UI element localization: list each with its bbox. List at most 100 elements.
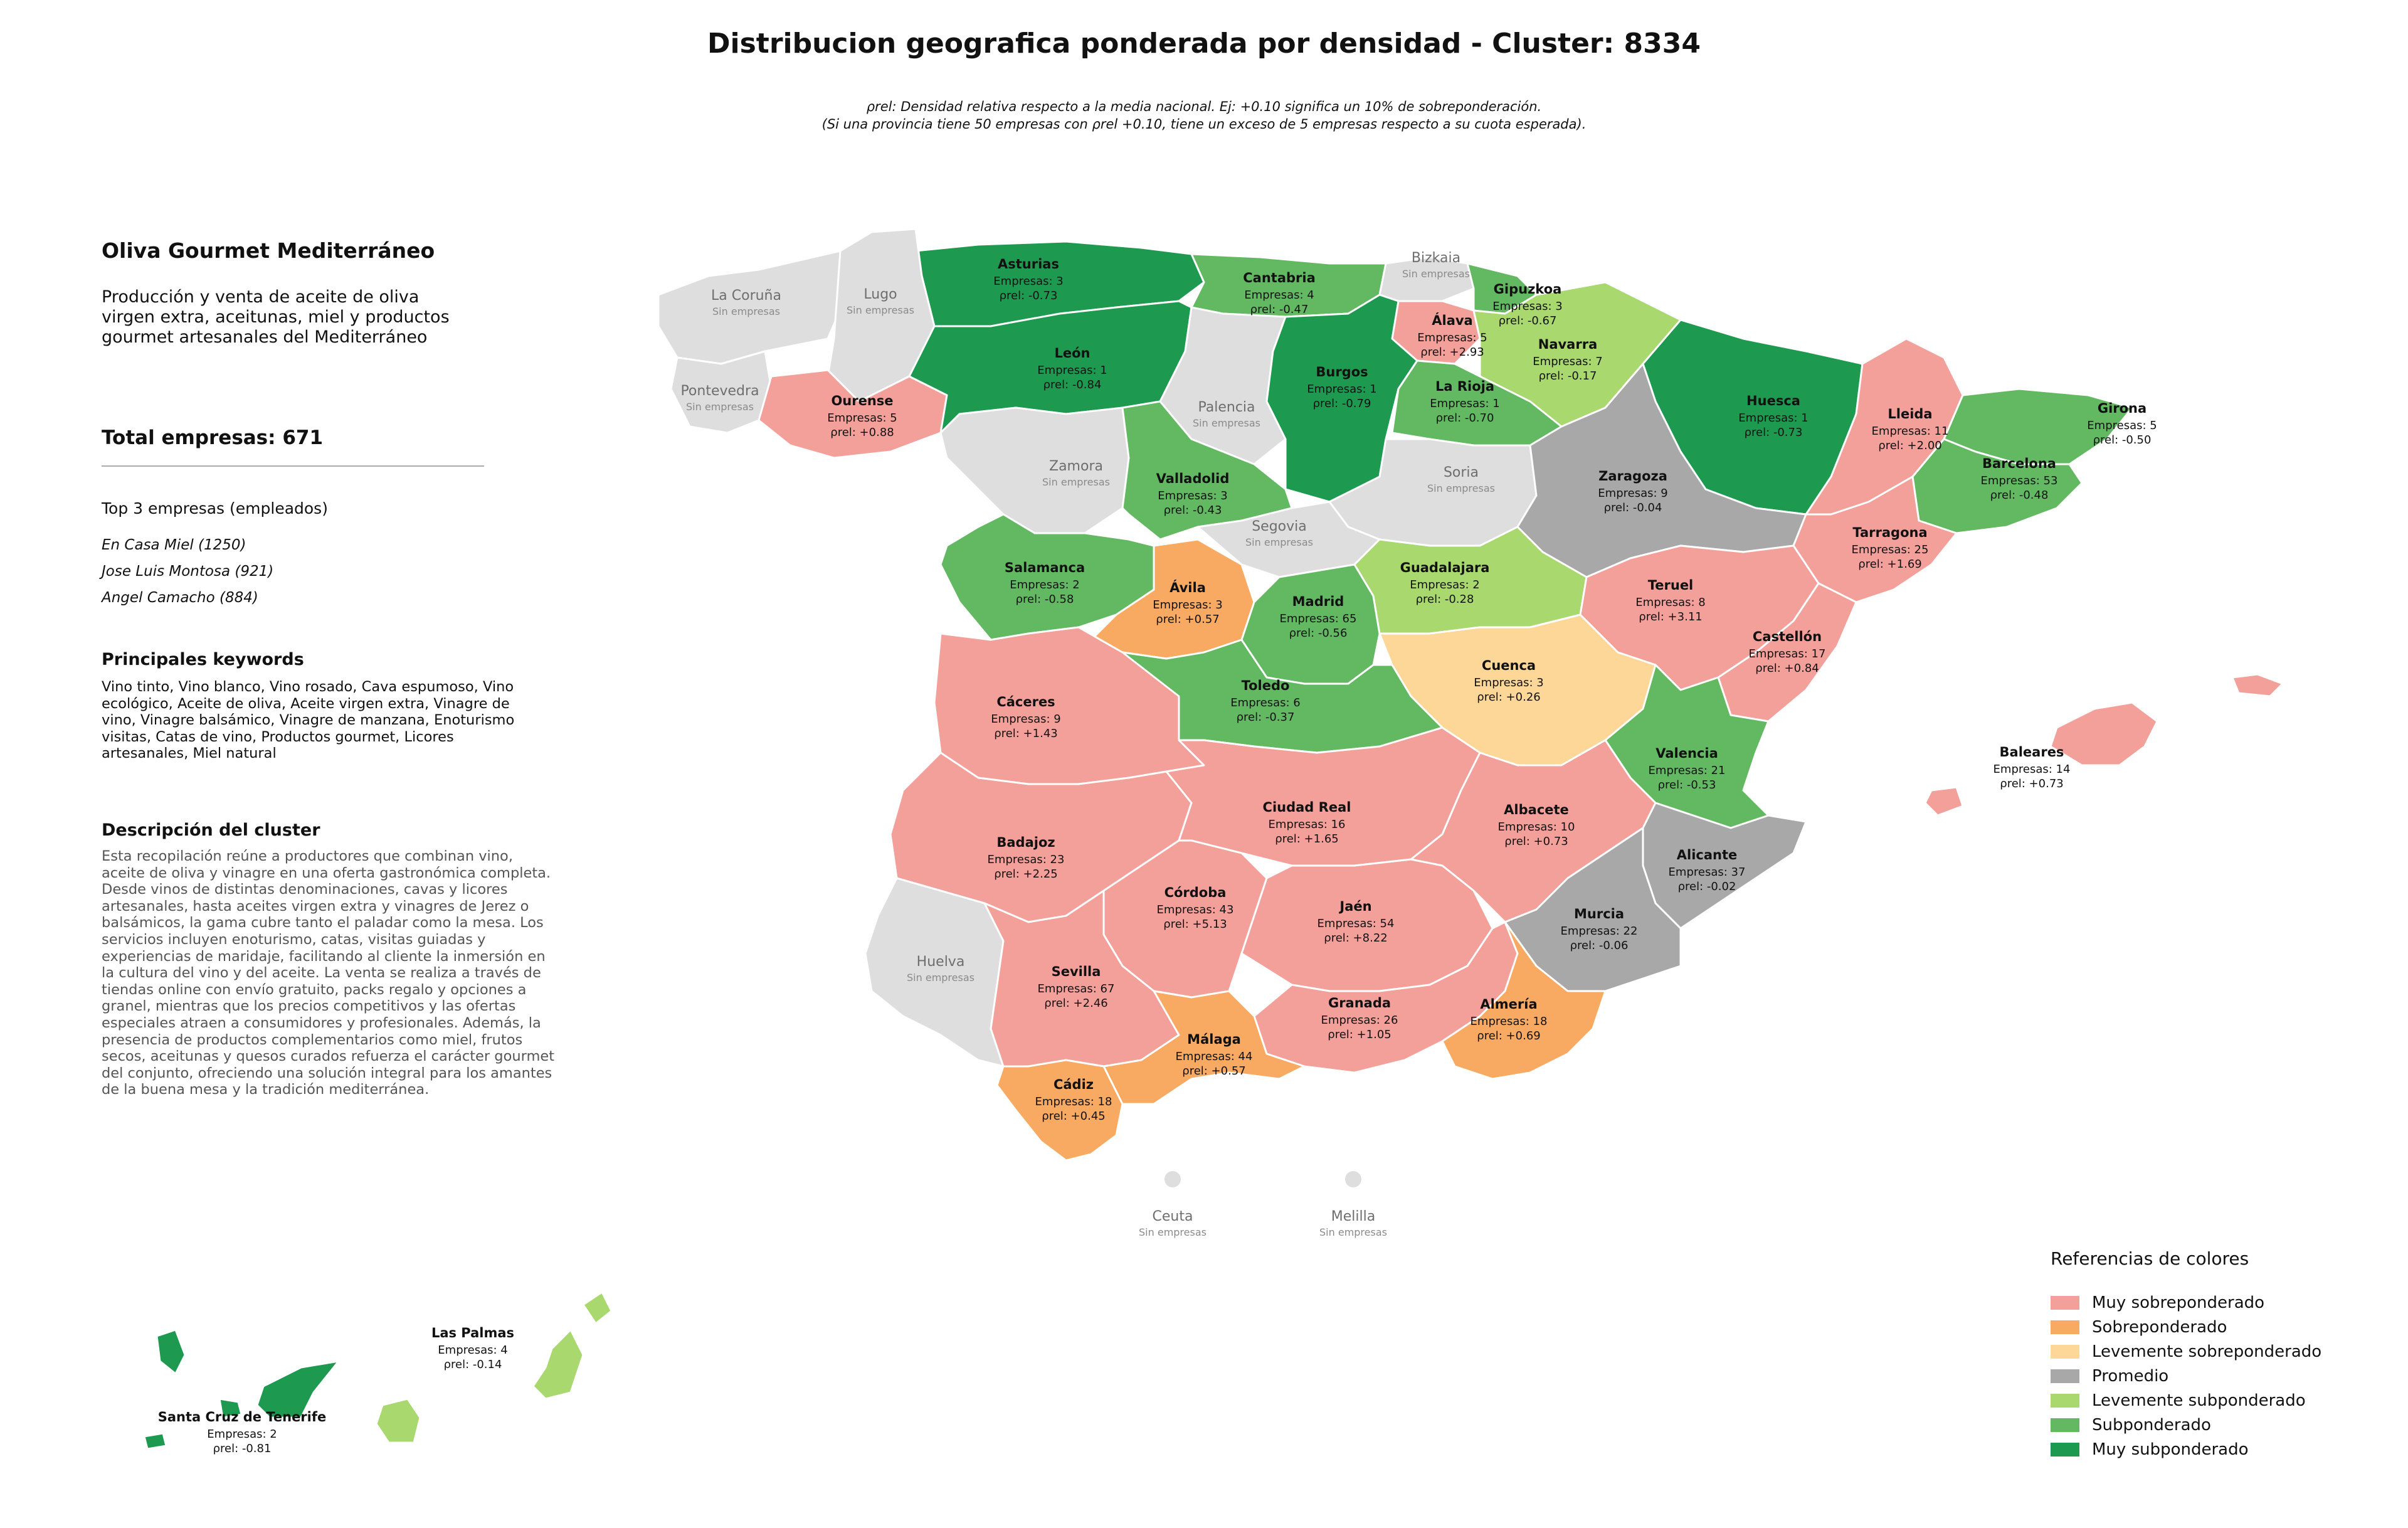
top-company-1: En Casa Miel (1250)	[102, 537, 246, 553]
province-rho: ρrel: -0.70	[1436, 411, 1494, 425]
province-count: Empresas: 9	[991, 713, 1060, 726]
top3-title: Top 3 empresas (empleados)	[102, 499, 328, 517]
province-la-coruna	[657, 250, 848, 365]
province-label: Segovia	[1252, 519, 1307, 534]
legend-title: Referencias de colores	[2051, 1248, 2249, 1269]
province-rho: ρrel: +0.45	[1042, 1110, 1105, 1123]
province-count: Empresas: 3	[993, 275, 1063, 288]
province-count: Empresas: 16	[1269, 818, 1346, 831]
no-data-label: Sin empresas	[847, 304, 914, 316]
province-count: Empresas: 1	[1037, 364, 1107, 377]
description-title: Descripción del cluster	[102, 820, 320, 840]
province-rho: ρrel: +0.69	[1477, 1029, 1540, 1043]
province-melilla	[1345, 1171, 1361, 1187]
province-count: Empresas: 8	[1635, 596, 1705, 609]
province-label: Bizkaia	[1412, 250, 1460, 266]
province-count: Empresas: 22	[1561, 925, 1638, 938]
province-count: Empresas: 37	[1669, 866, 1746, 879]
province-label: Barcelona	[1982, 456, 2056, 471]
province-count: Empresas: 9	[1598, 487, 1667, 500]
no-data-label: Sin empresas	[1319, 1226, 1387, 1238]
province-rho: ρrel: +1.69	[1858, 558, 1921, 571]
province-rho: ρrel: +2.93	[1420, 346, 1484, 359]
legend-item: Subponderado	[2051, 1413, 2321, 1437]
no-data-label: Sin empresas	[1139, 1226, 1207, 1238]
province-label: Navarra	[1538, 337, 1598, 352]
province-label: Ciudad Real	[1263, 800, 1351, 815]
province-label: Baleares	[2000, 745, 2064, 760]
color-legend: Referencias de colores Muy sobreponderad…	[2051, 1248, 2321, 1462]
no-data-label: Sin empresas	[907, 972, 974, 984]
legend-label: Muy subponderado	[2092, 1440, 2249, 1459]
province-label: Cáceres	[996, 694, 1055, 709]
province-rho: ρrel: +5.13	[1163, 918, 1227, 931]
keywords-title: Principales keywords	[102, 650, 304, 669]
legend-swatch	[2051, 1344, 2079, 1359]
province-count: Empresas: 26	[1321, 1014, 1398, 1027]
province-count: Empresas: 3	[1474, 676, 1543, 689]
province-palencia	[1159, 306, 1287, 465]
province-count: Empresas: 65	[1280, 612, 1357, 625]
province-count: Empresas: 10	[1498, 820, 1575, 834]
province-label: Valencia	[1656, 746, 1718, 761]
no-data-label: Sin empresas	[686, 401, 754, 413]
province-label: Cádiz	[1054, 1077, 1094, 1092]
province-rho: ρrel: +2.25	[994, 867, 1057, 881]
legend-item: Muy subponderado	[2051, 1437, 2321, 1462]
province-count: Empresas: 5	[827, 411, 897, 425]
province-rho: ρrel: -0.56	[1289, 627, 1348, 640]
province-rho: ρrel: -0.28	[1416, 593, 1474, 606]
province-rho: ρrel: +0.73	[1504, 835, 1568, 848]
keywords-text: Vino tinto, Vino blanco, Vino rosado, Ca…	[102, 679, 515, 761]
province-label: Toledo	[1242, 678, 1290, 693]
province-label: Cuenca	[1482, 658, 1536, 673]
province-rho: ρrel: -0.48	[1990, 489, 2049, 502]
province-count: Empresas: 18	[1035, 1095, 1112, 1108]
legend-label: Promedio	[2092, 1366, 2169, 1386]
province-rho: ρrel: -0.02	[1678, 880, 1736, 893]
legend-swatch	[2051, 1442, 2079, 1456]
province-count: Empresas: 2	[207, 1428, 277, 1441]
province-label: La Coruña	[711, 288, 781, 304]
province-label: Sevilla	[1052, 964, 1101, 979]
province-label: Girona	[2098, 401, 2147, 416]
province-label: Albacete	[1504, 802, 1569, 817]
legend-swatch	[2051, 1393, 2079, 1408]
province-label: Las Palmas	[431, 1325, 514, 1340]
province-count: Empresas: 53	[1981, 474, 2058, 487]
province-count: Empresas: 54	[1318, 917, 1395, 930]
province-label: Álava	[1432, 312, 1472, 328]
province-label: La Rioja	[1435, 379, 1494, 394]
province-ceuta	[1164, 1171, 1181, 1187]
province-label: Murcia	[1574, 906, 1624, 921]
province-almeria	[1441, 921, 1607, 1080]
province-label: Alicante	[1677, 847, 1738, 862]
province-rho: ρrel: -0.17	[1539, 369, 1597, 383]
province-label: Teruel	[1648, 578, 1694, 593]
province-rho: ρrel: -0.47	[1250, 303, 1309, 316]
province-label: Huelva	[917, 954, 965, 970]
province-malaga	[1102, 990, 1306, 1105]
no-data-label: Sin empresas	[712, 305, 780, 317]
province-count: Empresas: 2	[1010, 578, 1079, 592]
chart-title: Distribucion geografica ponderada por de…	[707, 28, 1701, 60]
province-rho: ρrel: +0.57	[1156, 613, 1219, 626]
legend-item: Levemente sobreponderado	[2051, 1339, 2321, 1364]
province-label: Jaén	[1338, 899, 1371, 914]
province-rho: ρrel: -0.06	[1570, 939, 1629, 952]
province-label: Lugo	[863, 287, 897, 302]
province-cadiz	[996, 1059, 1124, 1162]
legend-swatch	[2051, 1320, 2079, 1334]
legend-swatch	[2051, 1369, 2079, 1383]
province-label: Cantabria	[1243, 270, 1316, 285]
province-rho: ρrel: +3.11	[1639, 610, 1702, 623]
province-label: Granada	[1328, 995, 1391, 1011]
province-label: Burgos	[1316, 364, 1368, 379]
province-baleares	[1924, 673, 2284, 817]
province-count: Empresas: 1	[1430, 397, 1499, 410]
province-label: Gipuzkoa	[1494, 282, 1562, 297]
province-count: Empresas: 18	[1471, 1015, 1548, 1028]
province-rho: ρrel: +2.46	[1044, 997, 1107, 1010]
province-count: Empresas: 4	[1244, 289, 1314, 302]
province-rho: ρrel: +0.88	[830, 426, 894, 439]
